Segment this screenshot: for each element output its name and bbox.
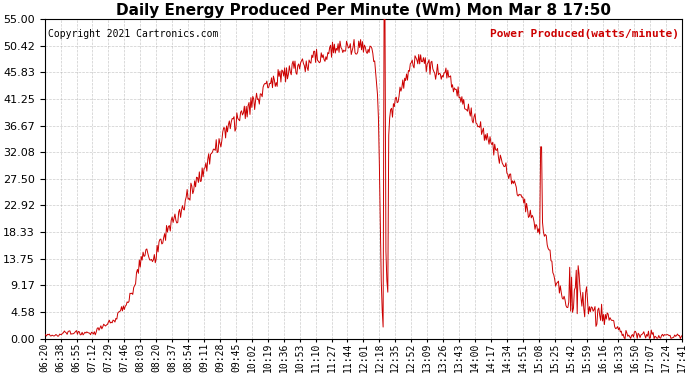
- Text: Power Produced(watts/minute): Power Produced(watts/minute): [490, 28, 679, 39]
- Text: Copyright 2021 Cartronics.com: Copyright 2021 Cartronics.com: [48, 28, 218, 39]
- Title: Daily Energy Produced Per Minute (Wm) Mon Mar 8 17:50: Daily Energy Produced Per Minute (Wm) Mo…: [116, 3, 611, 18]
